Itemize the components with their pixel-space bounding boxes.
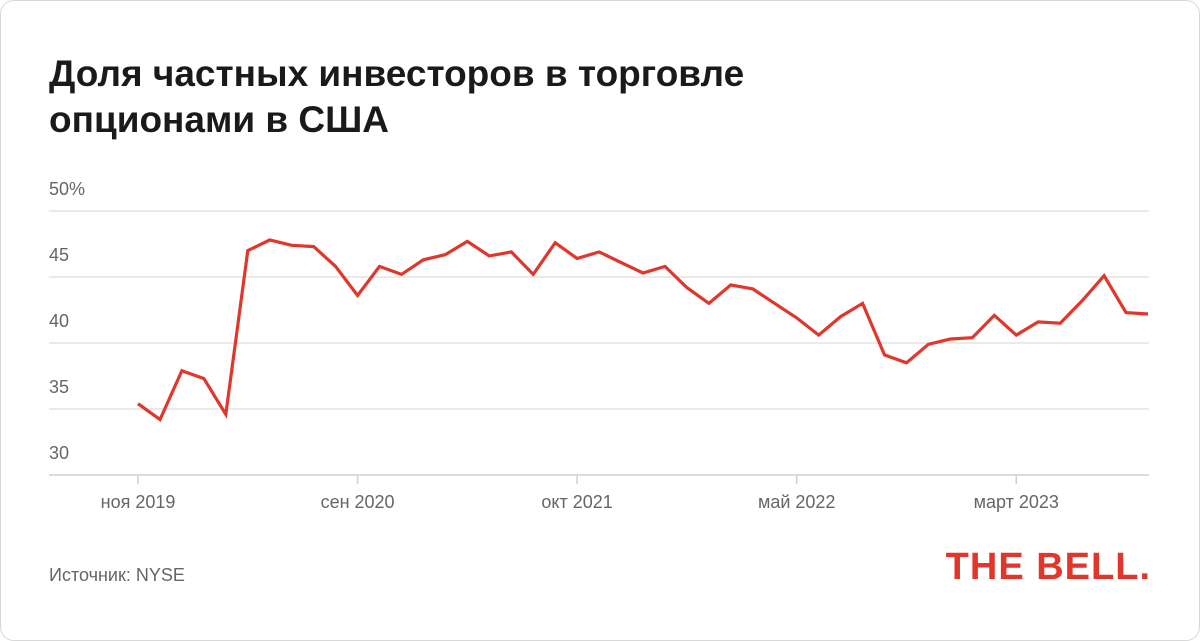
- x-tick-label: сен 2020: [321, 492, 395, 512]
- x-tick-label: март 2023: [974, 492, 1059, 512]
- y-tick-label: 40: [49, 311, 69, 331]
- data-line: [137, 238, 1149, 423]
- x-tick-label: май 2022: [758, 492, 835, 512]
- source: Источник: NYSE: [49, 565, 185, 585]
- chart-title: Доля частных инвесторов в торговле опцио…: [49, 53, 745, 140]
- x-tick-label: окт 2021: [541, 492, 612, 512]
- x-tick-label: ноя 2019: [101, 492, 176, 512]
- y-tick-label: 45: [49, 245, 69, 265]
- logo: THE BELL.: [946, 546, 1151, 588]
- y-tick-label: 50%: [49, 179, 85, 199]
- y-tick-label: 35: [49, 377, 69, 397]
- y-tick-label: 30: [49, 443, 69, 463]
